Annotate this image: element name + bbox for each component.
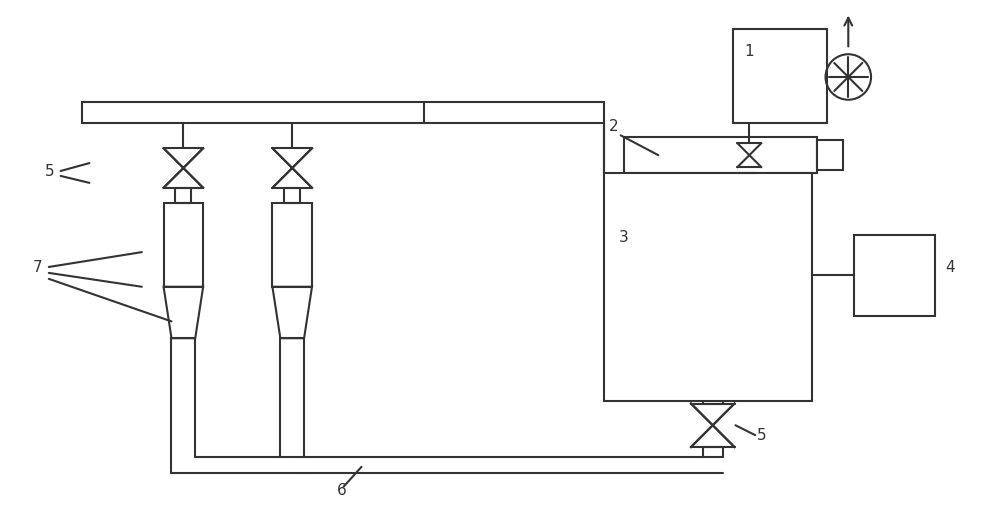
Bar [733,30,827,123]
Text: 6: 6 [337,483,346,497]
Text: 3: 3 [619,230,628,245]
Bar [164,203,203,287]
Text: 2: 2 [609,120,618,134]
Bar [624,138,817,173]
Bar [272,203,312,287]
Text: 5: 5 [757,428,767,443]
Text: 7: 7 [33,260,43,275]
Bar [82,102,424,123]
Text: 1: 1 [744,44,754,59]
Bar [604,173,812,401]
Text: 5: 5 [45,164,54,179]
Bar [817,140,843,170]
Bar [854,235,935,316]
Text: 4: 4 [945,260,955,275]
